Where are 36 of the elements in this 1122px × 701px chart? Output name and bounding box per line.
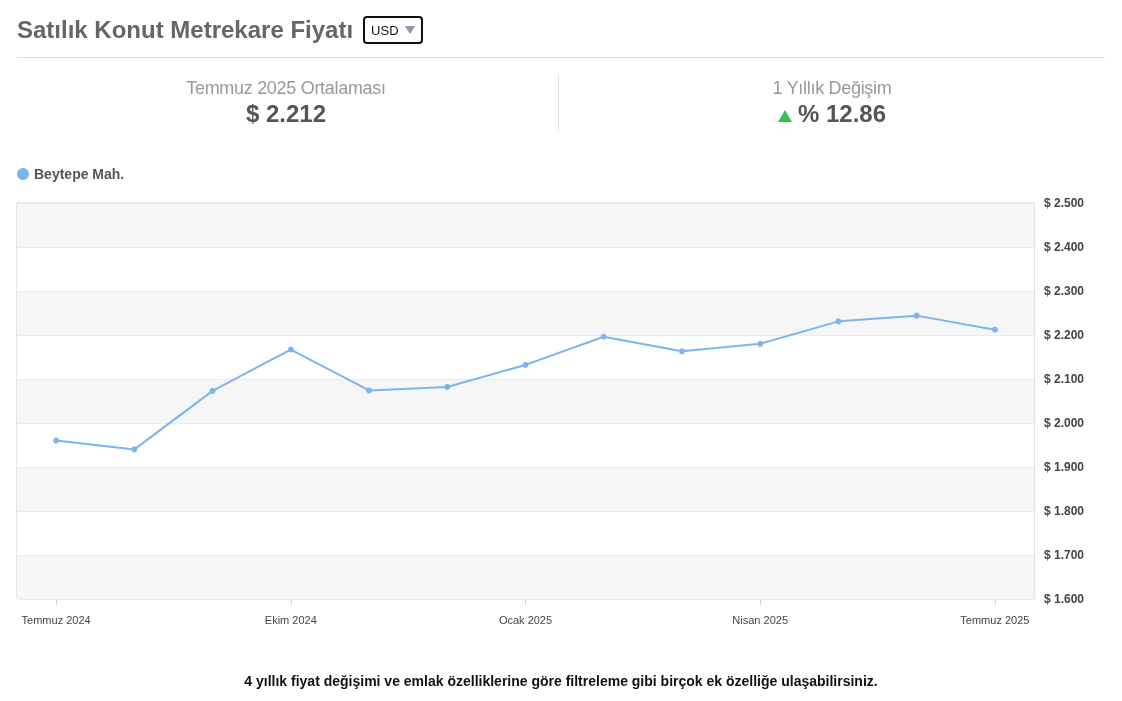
y-tick-label: $ 2.400 [1044, 240, 1085, 254]
text: $ 2.212 [245, 100, 327, 128]
y-tick-label: $ 2.200 [1044, 328, 1085, 342]
y-tick-label: $ 2.300 [1044, 284, 1085, 298]
y-tick-label: $ 2.500 [1044, 196, 1085, 210]
y-tick-label: $ 1.600 [1044, 592, 1085, 606]
text: 4 yıllık fiyat değişimi ve emlak özelliklerine göre filtreleme gibi birçok ek özelliğe ulaşabilirsiniz. [244, 673, 878, 689]
y-tick-label: $ 2.000 [1044, 416, 1085, 430]
x-tick-label: Temmuz 2024 [21, 613, 91, 626]
x-tick-label: Ocak 2025 [498, 613, 553, 626]
point [757, 340, 764, 347]
x-tick-label: Nisan 2025 [732, 613, 789, 626]
point [991, 326, 998, 333]
x-tick-label: Ekim 2024 [264, 613, 317, 626]
point [444, 383, 451, 390]
chart-title: Satılık Konut Metrekare Fiyatı [17, 16, 354, 43]
point [209, 387, 216, 394]
y-tick-label: $ 1.700 [1044, 548, 1085, 562]
text: Temmuz 2025 Ortalaması [186, 78, 386, 98]
point [287, 346, 294, 353]
x-tick-label: Temmuz 2025 [960, 613, 1030, 626]
y-tick-label: $ 1.800 [1044, 504, 1085, 518]
point [522, 361, 529, 368]
text: % 12.86 [797, 100, 887, 128]
point [366, 387, 373, 394]
point [53, 437, 60, 444]
point [835, 318, 842, 325]
point [678, 348, 685, 355]
point [131, 446, 138, 453]
point [600, 333, 607, 340]
currency-dropdown: USD [363, 16, 423, 44]
y-tick-label: $ 1.900 [1044, 460, 1085, 474]
y-tick-label: $ 2.100 [1044, 372, 1085, 386]
text: 1 Yıllık Değişim [772, 78, 892, 98]
legend-label: Beytepe Mah. [34, 166, 125, 182]
point [913, 312, 920, 319]
